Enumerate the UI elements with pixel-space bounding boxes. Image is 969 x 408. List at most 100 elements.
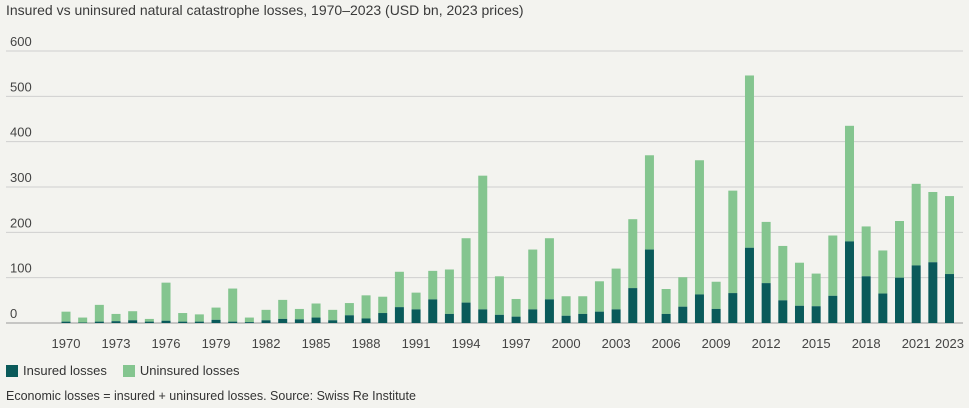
- bar-uninsured-2005: [644, 155, 654, 250]
- bar-insured-2018: [861, 276, 871, 323]
- x-tick-label: 2023: [935, 336, 964, 351]
- bar-insured-1973: [111, 321, 121, 323]
- x-tick-label: 2003: [602, 336, 631, 351]
- bar-uninsured-1996: [494, 276, 504, 315]
- bar-uninsured-2022: [928, 191, 938, 263]
- insured-swatch: [6, 364, 18, 377]
- bar-uninsured-2021: [911, 183, 921, 266]
- bar-insured-1977: [178, 321, 188, 323]
- bar-insured-1985: [311, 317, 321, 323]
- bar-insured-1984: [294, 319, 304, 323]
- x-tick-label: 2000: [552, 336, 581, 351]
- bar-uninsured-1999: [544, 238, 554, 300]
- bar-insured-1994: [461, 302, 471, 323]
- bar-uninsured-2014: [794, 262, 804, 306]
- bar-uninsured-2017: [844, 125, 854, 242]
- bar-insured-2001: [578, 313, 588, 323]
- bar-insured-2022: [928, 262, 938, 323]
- bar-uninsured-1995: [478, 175, 488, 310]
- bar-insured-1993: [444, 313, 454, 323]
- bar-uninsured-2010: [728, 190, 738, 294]
- bar-uninsured-1976: [161, 282, 171, 321]
- bar-uninsured-1977: [178, 313, 188, 322]
- bar-uninsured-1971: [78, 317, 88, 323]
- bar-uninsured-1988: [361, 295, 371, 319]
- bar-uninsured-2011: [744, 75, 754, 248]
- x-tick-label: 2021: [902, 336, 931, 351]
- footnote: Economic losses = insured + uninsured lo…: [6, 389, 416, 403]
- bar-uninsured-1980: [228, 288, 238, 322]
- x-axis-ticks: 1970 1973 1976 1979 1982 1985 1988 1991 1994 1997…: [52, 336, 964, 351]
- bar-uninsured-1974: [128, 311, 138, 321]
- bar-insured-2020: [895, 277, 904, 323]
- bar-insured-1974: [128, 320, 138, 323]
- bar-uninsured-1986: [328, 309, 338, 321]
- y-tick-label: 200: [10, 215, 32, 230]
- bar-insured-2017: [844, 241, 854, 323]
- bar-uninsured-2003: [611, 268, 621, 310]
- bar-insured-2010: [728, 293, 738, 323]
- bar-uninsured-1993: [444, 269, 454, 314]
- bar-uninsured-1998: [528, 249, 538, 310]
- x-tick-label: 1991: [402, 336, 431, 351]
- bar-uninsured-2023: [945, 196, 955, 275]
- bar-uninsured-1983: [278, 299, 288, 319]
- bar-insured-1996: [494, 314, 504, 323]
- bar-uninsured-1985: [311, 303, 321, 318]
- bar-uninsured-2000: [561, 296, 571, 316]
- x-tick-label: 1997: [502, 336, 531, 351]
- bar-insured-1998: [528, 309, 538, 323]
- bar-insured-2023: [945, 274, 955, 323]
- bar-insured-2008: [694, 294, 704, 323]
- bar-uninsured-1989: [378, 296, 388, 314]
- bar-uninsured-1981: [244, 317, 254, 323]
- bar-uninsured-2009: [711, 281, 721, 309]
- bar-insured-2014: [794, 305, 804, 323]
- bar-uninsured-2018: [861, 226, 871, 277]
- bar-insured-1978: [194, 321, 204, 323]
- bar-uninsured-1978: [194, 314, 204, 322]
- y-tick-label: 100: [10, 261, 32, 276]
- y-axis-ticks: 0 100 200 300 400 500 600: [10, 34, 32, 321]
- bar-uninsured-1972: [94, 304, 104, 322]
- legend-label-insured: Insured losses: [23, 363, 107, 378]
- bar-insured-1995: [478, 309, 488, 323]
- bar-uninsured-2015: [811, 273, 821, 307]
- x-tick-label: 1994: [452, 336, 481, 351]
- bar-insured-1981: [244, 322, 254, 323]
- bar-uninsured-1994: [461, 238, 471, 303]
- bar-insured-1975: [144, 321, 154, 323]
- bar-insured-1992: [428, 299, 438, 323]
- bar-uninsured-2008: [694, 160, 704, 295]
- bar-insured-1972: [94, 321, 104, 323]
- bar-insured-1979: [211, 319, 221, 323]
- bar-insured-1989: [378, 313, 388, 323]
- bar-uninsured-2004: [628, 219, 638, 289]
- x-tick-label: 2012: [752, 336, 781, 351]
- x-tick-label: 2018: [852, 336, 881, 351]
- legend-item-insured: Insured losses: [6, 363, 107, 378]
- bar-insured-2005: [644, 249, 654, 323]
- bar-insured-2009: [711, 308, 721, 323]
- bar-uninsured-2002: [594, 281, 604, 312]
- bar-insured-1976: [161, 320, 171, 323]
- bar-insured-2021: [911, 265, 921, 323]
- bar-uninsured-1973: [111, 313, 121, 322]
- bar-uninsured-1991: [411, 292, 421, 310]
- uninsured-swatch: [122, 364, 135, 377]
- bar-insured-1986: [328, 320, 338, 323]
- y-tick-label: 0: [10, 306, 17, 321]
- y-tick-label: 500: [10, 79, 32, 94]
- bar-uninsured-2012: [761, 221, 771, 284]
- x-tick-label: 1979: [202, 336, 231, 351]
- bar-insured-1970: [61, 321, 71, 323]
- bar-uninsured-2016: [828, 235, 838, 296]
- x-tick-label: 2009: [702, 336, 731, 351]
- bar-insured-2004: [628, 288, 638, 323]
- bar-insured-2007: [678, 306, 688, 323]
- x-tick-label: 1982: [252, 336, 281, 351]
- x-tick-label: 1988: [352, 336, 381, 351]
- bar-insured-1987: [344, 315, 354, 323]
- bar-uninsured-1975: [144, 318, 154, 322]
- chart-title: Insured vs uninsured natural catastrophe…: [6, 2, 524, 18]
